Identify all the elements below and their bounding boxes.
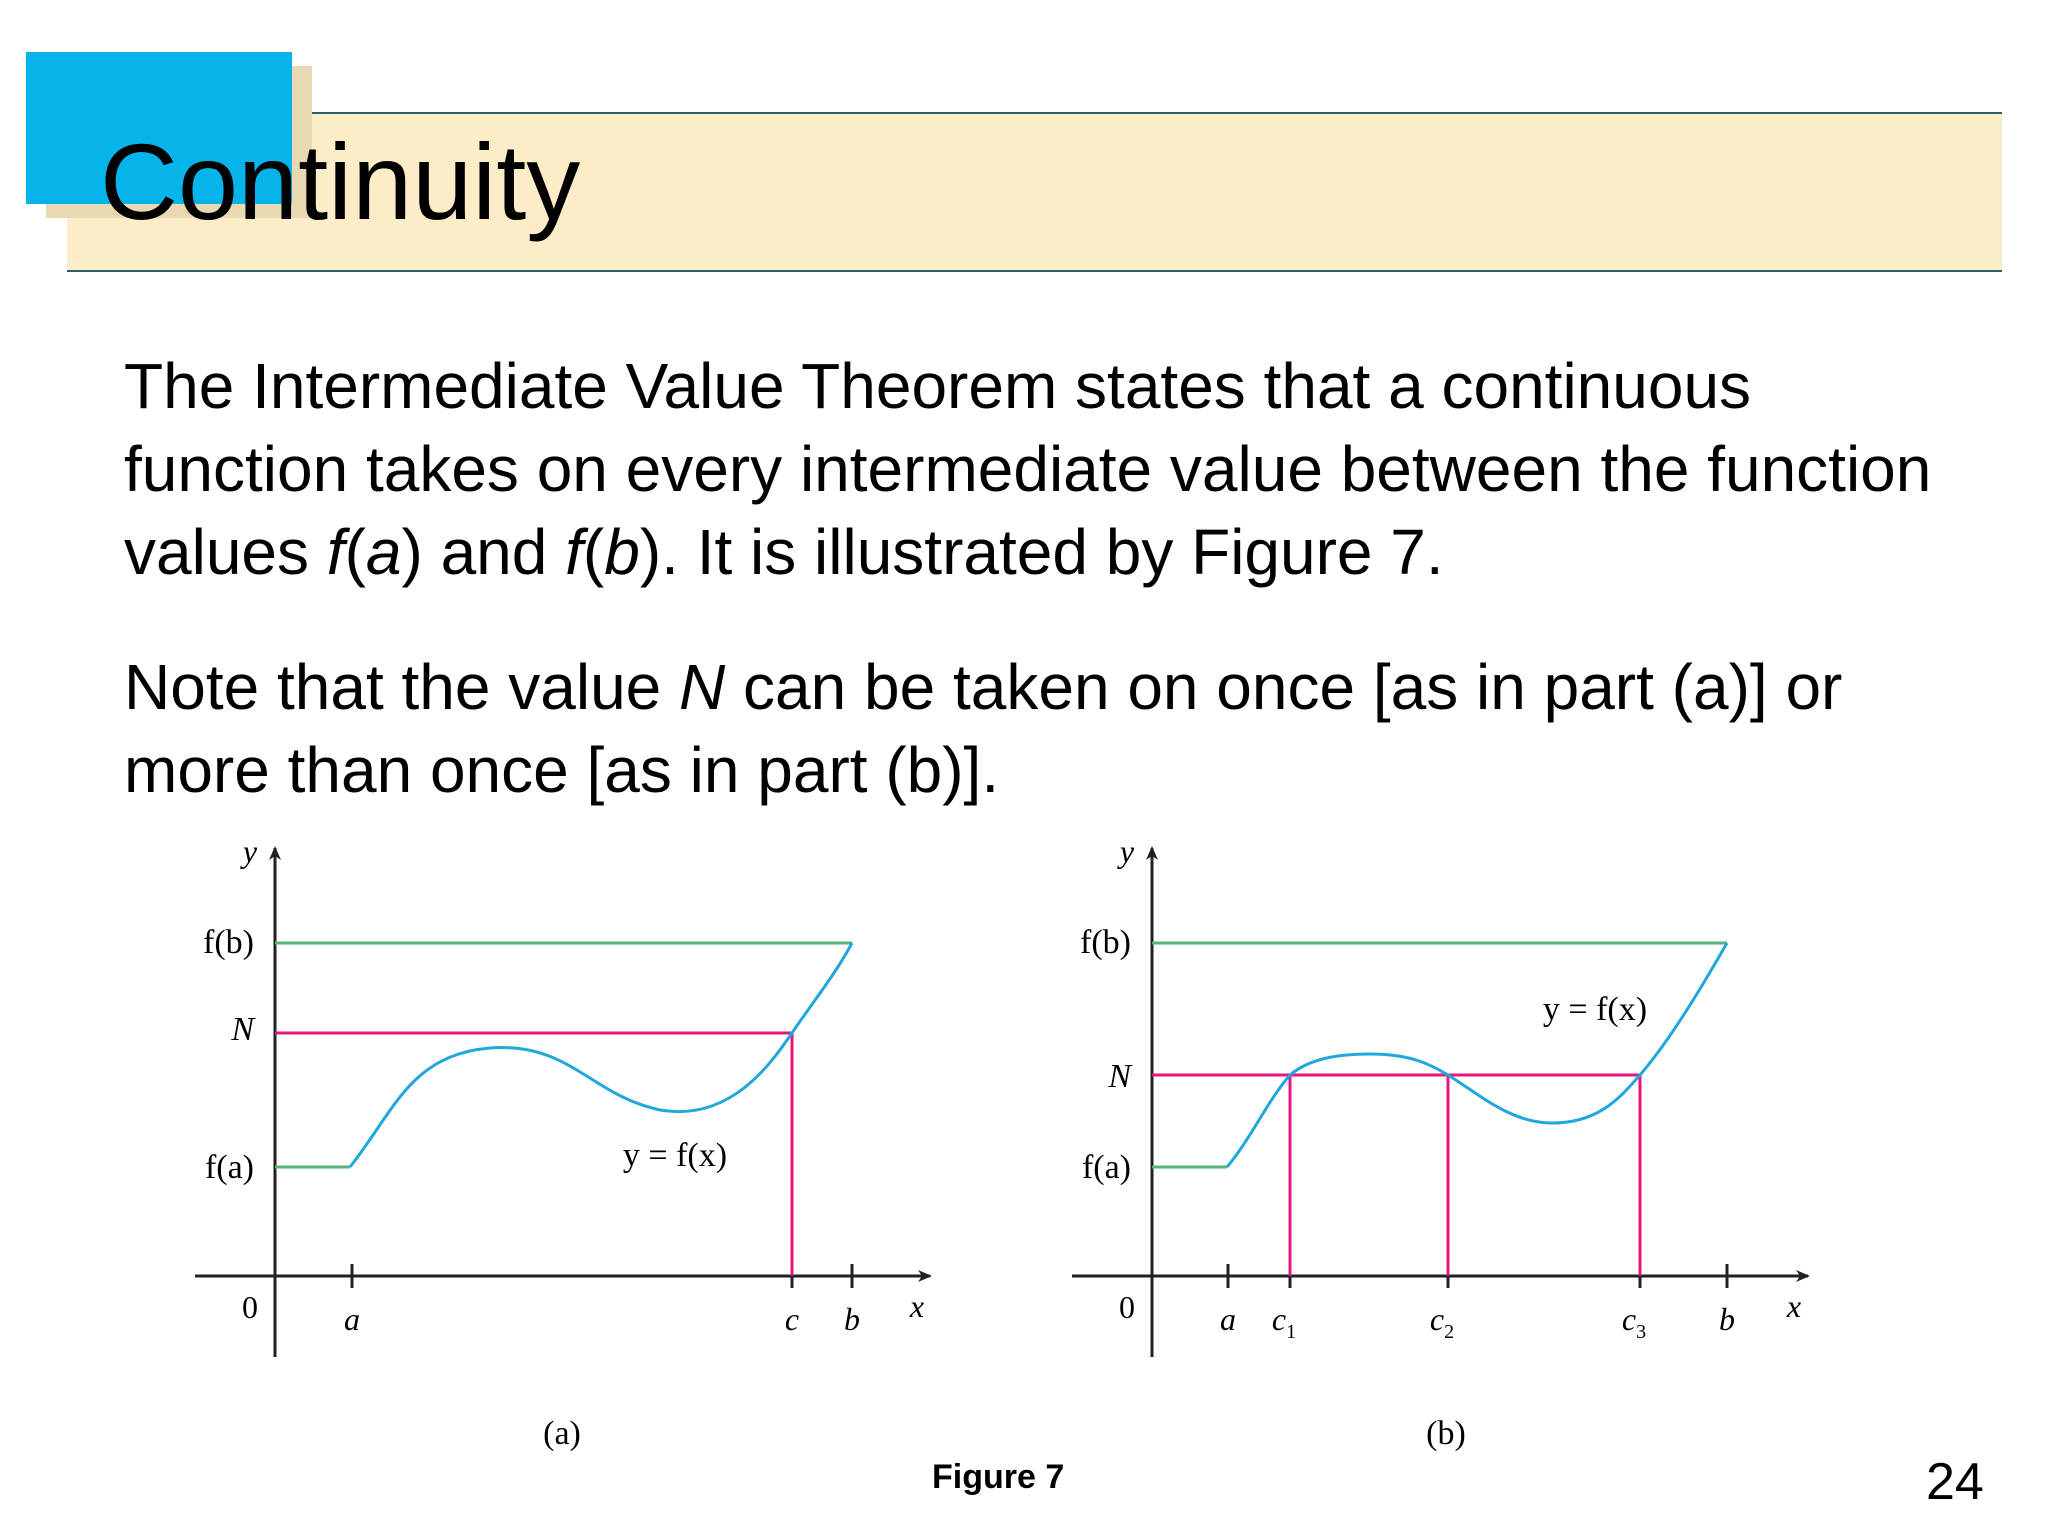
- fb-label: f(b): [1080, 924, 1131, 961]
- paren: (: [344, 516, 366, 588]
- curve-f: [1225, 942, 1729, 1168]
- paragraph-text: ) and: [401, 516, 566, 588]
- x-label-c1: c1: [1272, 1301, 1296, 1343]
- fb-label: f(b): [203, 924, 254, 961]
- paragraph-text: can be taken on once [as in part (a)] or…: [124, 651, 1843, 806]
- panel-b: y x f(b) y = f(x) N f(a) 0 a c1 c2 c3 b …: [1072, 833, 1810, 1452]
- f-symbol: f: [326, 516, 345, 588]
- figure-caption: Figure 7: [932, 1458, 1065, 1496]
- x-label-b: b: [844, 1301, 860, 1337]
- c-symbol: c: [1272, 1301, 1286, 1337]
- fa-label: f(a): [1082, 1149, 1131, 1186]
- subscript: 2: [1444, 1321, 1454, 1343]
- N-label: N: [1107, 1058, 1133, 1095]
- y-axis-label: y: [1117, 833, 1135, 869]
- accent-square: [26, 52, 292, 204]
- curve-f: [348, 942, 854, 1168]
- x-axis-label: x: [909, 1288, 924, 1324]
- x-label-c: c: [785, 1301, 799, 1337]
- x-label-c3: c3: [1622, 1301, 1646, 1343]
- paragraph-text: The Intermediate Value Theorem states th…: [124, 350, 1932, 588]
- N-symbol: N: [679, 651, 726, 723]
- paragraph-note: Note that the value N can be taken on on…: [124, 646, 1944, 812]
- y-axis-label: y: [240, 833, 258, 869]
- origin-label: 0: [1119, 1289, 1135, 1325]
- page-number: 24: [1926, 1453, 1984, 1511]
- panel-label: (b): [1426, 1415, 1466, 1452]
- x-label-a: a: [344, 1301, 360, 1337]
- a-symbol: a: [365, 516, 402, 588]
- x-axis-label: x: [1786, 1288, 1801, 1324]
- N-label: N: [230, 1011, 256, 1048]
- fa-label: f(a): [205, 1149, 254, 1186]
- x-label-c2: c2: [1430, 1301, 1454, 1343]
- title-band: [67, 112, 2002, 272]
- paragraph-text: ). It is illustrated by Figure 7.: [639, 516, 1444, 588]
- panel-label: (a): [543, 1415, 581, 1452]
- origin-label: 0: [242, 1289, 258, 1325]
- c-symbol: c: [1622, 1301, 1636, 1337]
- curve-label: y = f(x): [623, 1137, 727, 1174]
- paragraph-ivt: The Intermediate Value Theorem states th…: [124, 345, 1944, 594]
- paragraph-text: Note that the value: [124, 651, 680, 723]
- x-label-b: b: [1719, 1301, 1735, 1337]
- subscript: 1: [1286, 1321, 1296, 1343]
- curve-label: y = f(x): [1543, 991, 1647, 1028]
- subscript: 3: [1636, 1321, 1646, 1343]
- f-symbol: f: [565, 516, 583, 588]
- slide-title: Continuity: [100, 121, 581, 242]
- paren: (: [582, 516, 605, 588]
- x-label-a: a: [1220, 1301, 1236, 1337]
- panel-a: y x f(b) N f(a) y = f(x) 0 a c b (a): [195, 833, 932, 1452]
- c-symbol: c: [1430, 1301, 1444, 1337]
- b-symbol: b: [604, 516, 640, 588]
